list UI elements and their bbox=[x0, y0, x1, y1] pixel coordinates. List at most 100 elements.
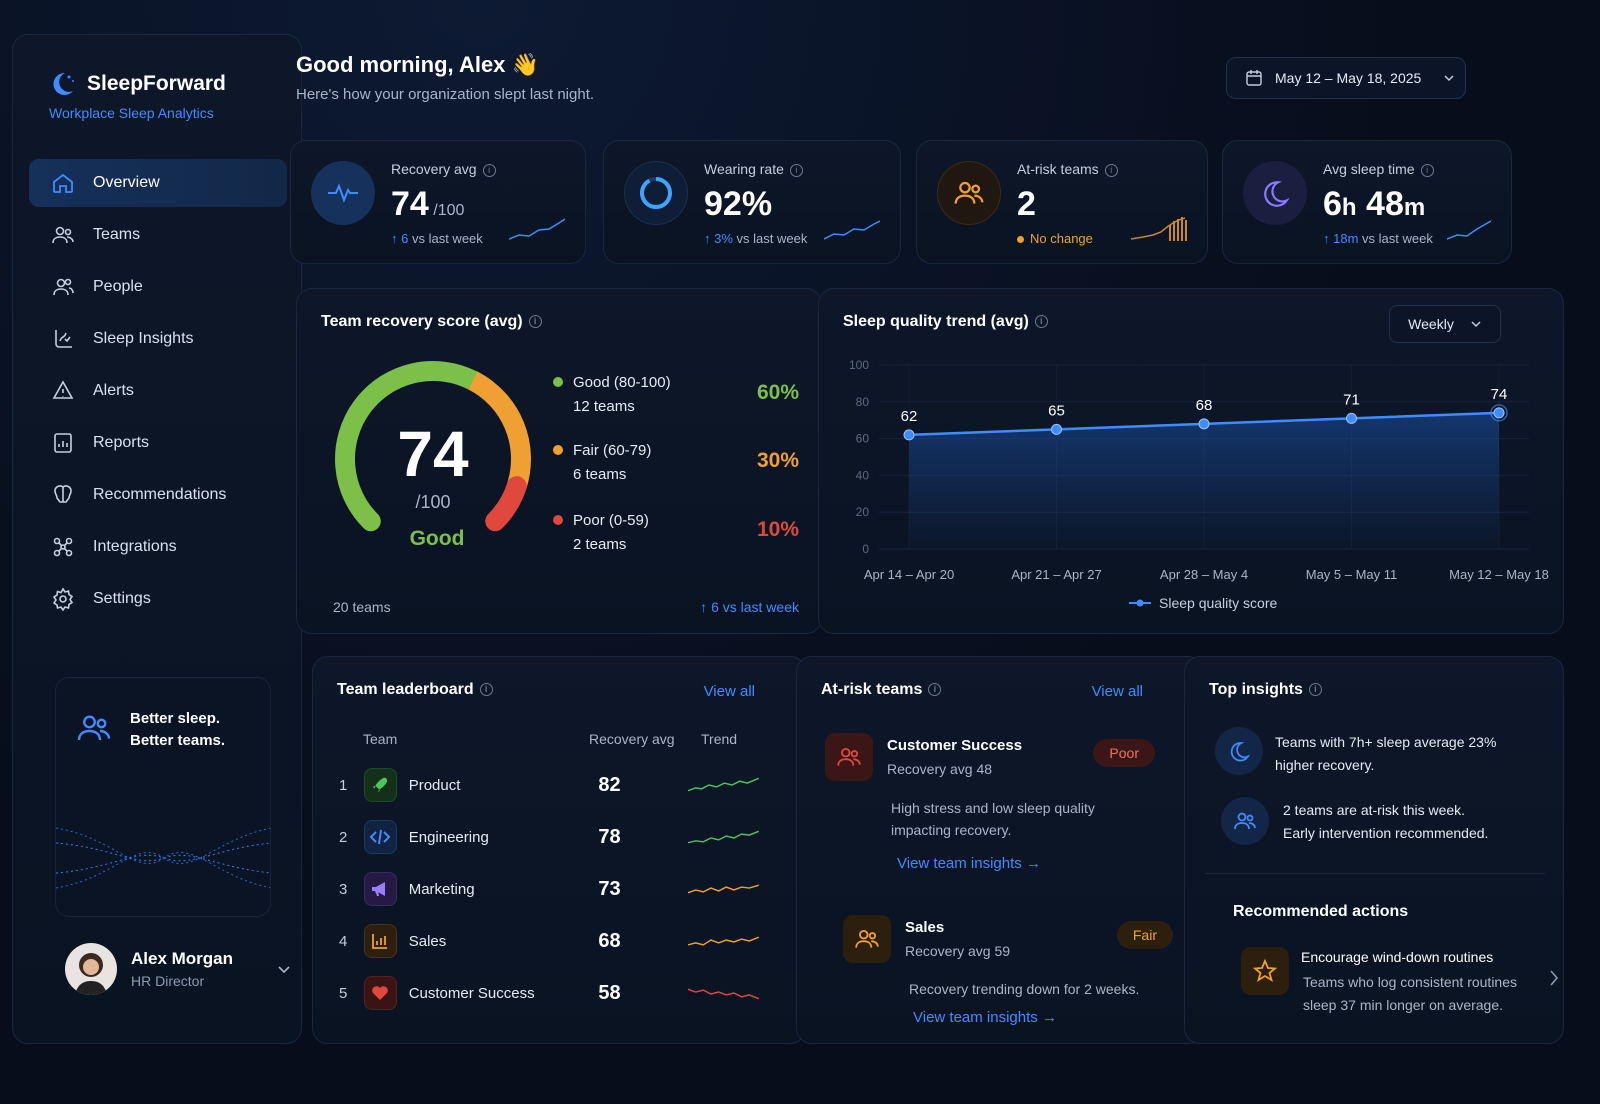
app-tagline: Workplace Sleep Analytics bbox=[49, 105, 214, 121]
rank: 5 bbox=[339, 984, 348, 1002]
nav-label: Settings bbox=[93, 590, 151, 607]
y-tick-label: 0 bbox=[862, 542, 869, 556]
y-tick-label: 60 bbox=[856, 432, 870, 446]
risk-description: Recovery trending down for 2 weeks. bbox=[909, 981, 1140, 997]
kpi-wearing-card: Wearing rate i 92% ↑ 3% vs last week bbox=[603, 140, 901, 264]
legend-teams: 2 teams bbox=[573, 536, 627, 553]
col-team: Team bbox=[363, 731, 398, 747]
team-icon-wrap bbox=[364, 872, 397, 906]
poor-dot bbox=[553, 515, 563, 525]
data-point bbox=[903, 429, 915, 441]
logo[interactable]: SleepForward bbox=[47, 69, 226, 99]
nav-item-settings[interactable]: Settings bbox=[29, 575, 287, 623]
nav-item-reports[interactable]: Reports bbox=[29, 419, 287, 467]
wave-graphic bbox=[56, 827, 270, 889]
leaderboard-row[interactable]: 4 Sales 68 bbox=[339, 921, 759, 961]
kpi-recovery-card: Recovery avg i 74 /100 ↑ 6 vs last week bbox=[290, 140, 586, 264]
info-icon[interactable]: i bbox=[1308, 683, 1322, 697]
info-icon[interactable]: i bbox=[482, 163, 496, 177]
legend-good: Good (80-100) 12 teams bbox=[553, 371, 671, 419]
sidebar: SleepForward Workplace Sleep Analytics O… bbox=[12, 34, 302, 1044]
rocket-icon bbox=[373, 777, 388, 793]
col-recovery: Recovery avg bbox=[589, 731, 675, 747]
rank: 1 bbox=[339, 776, 348, 794]
legend-poor: Poor (0-59) 2 teams bbox=[553, 509, 649, 557]
leaderboard-row[interactable]: 3 Marketing 73 bbox=[339, 869, 759, 909]
risk-badge-poor: Poor bbox=[1093, 739, 1155, 767]
risk-item: Sales Recovery avg 59 Fair Recovery tren… bbox=[843, 915, 1173, 1035]
action-line2: sleep 37 min longer on average. bbox=[1303, 997, 1504, 1013]
kpi-label: At-risk teams i bbox=[1017, 161, 1118, 177]
action-title: Encourage wind-down routines bbox=[1301, 949, 1494, 965]
legend-teams: 12 teams bbox=[573, 398, 635, 415]
card-title: At-risk teams i bbox=[821, 681, 942, 699]
arrow-up-icon: ↑ bbox=[700, 599, 712, 615]
info-icon[interactable]: i bbox=[528, 315, 542, 329]
legend-good-pct: 60% bbox=[756, 381, 799, 404]
people-icon bbox=[53, 278, 74, 296]
leaderboard-view-all[interactable]: View all bbox=[703, 683, 755, 700]
date-range-picker[interactable]: May 12 – May 18, 2025 bbox=[1226, 57, 1466, 99]
leaderboard-row[interactable]: 5 Customer Success 58 bbox=[339, 973, 759, 1013]
kpi-delta-text: vs last week bbox=[732, 231, 808, 246]
chevron-down-icon[interactable] bbox=[277, 962, 291, 976]
home-icon bbox=[53, 173, 73, 193]
x-tick-label: Apr 28 – May 4 bbox=[1160, 567, 1248, 582]
info-icon[interactable]: i bbox=[928, 683, 942, 697]
insight-text: Teams with 7h+ sleep average 23% higher r… bbox=[1275, 731, 1496, 777]
info-icon[interactable]: i bbox=[1034, 315, 1048, 329]
legend-teams: 6 teams bbox=[573, 466, 627, 483]
info-icon[interactable]: i bbox=[1104, 163, 1118, 177]
info-icon[interactable]: i bbox=[1420, 163, 1434, 177]
insight-text: 2 teams are at-risk this week. Early inte… bbox=[1283, 799, 1488, 845]
nav-item-overview[interactable]: Overview bbox=[29, 159, 287, 207]
gauge-out-of: /100 bbox=[415, 492, 451, 512]
trend-sparkline-up bbox=[688, 830, 759, 844]
kpi-delta: ↑ 6 vs last week bbox=[391, 231, 483, 246]
team-icon-wrap bbox=[364, 976, 397, 1010]
kpi-atrisk-card: At-risk teams i 2 No change bbox=[916, 140, 1208, 264]
leaderboard-row[interactable]: 2 Engineering 78 bbox=[339, 817, 759, 857]
view-team-insights-link[interactable]: View team insights → bbox=[897, 855, 1041, 872]
moon-icon bbox=[1230, 742, 1251, 762]
nav-item-people[interactable]: People bbox=[29, 263, 287, 311]
team-name: Sales bbox=[408, 932, 447, 950]
team-name: Engineering bbox=[408, 828, 489, 846]
risk-recovery: Recovery avg 59 bbox=[905, 943, 1011, 959]
recovery-delta: ↑ 6 vs last week bbox=[700, 599, 799, 615]
leaderboard-row[interactable]: 1 Product 82 bbox=[339, 765, 759, 805]
nav-item-alerts[interactable]: Alerts bbox=[29, 367, 287, 415]
risk-desc-line2: impacting recovery. bbox=[891, 822, 1012, 838]
recovery-value: 58 bbox=[598, 981, 621, 1004]
nav-item-sleep-insights[interactable]: Sleep Insights bbox=[29, 315, 287, 363]
period-select[interactable]: Weekly bbox=[1389, 305, 1501, 343]
kpi-delta: ↑ 3% vs last week bbox=[704, 231, 807, 246]
megaphone-icon bbox=[372, 882, 386, 896]
kpi-sleeptime-card: Avg sleep time i 6h 48m ↑ 18m vs last wee… bbox=[1222, 140, 1512, 264]
team-name: Marketing bbox=[408, 880, 475, 898]
chevron-right-icon[interactable] bbox=[1549, 969, 1559, 987]
insight-line1: Teams with 7h+ sleep average 23% bbox=[1275, 734, 1497, 750]
rank: 4 bbox=[339, 932, 348, 950]
info-icon[interactable]: i bbox=[479, 683, 493, 697]
recovery-value: 78 bbox=[598, 825, 621, 848]
data-point bbox=[1493, 407, 1505, 419]
insight-icon-wrap bbox=[1215, 727, 1263, 775]
app-name: SleepForward bbox=[87, 72, 226, 95]
period-label: Weekly bbox=[1408, 316, 1454, 332]
nav-label: Integrations bbox=[93, 538, 177, 555]
view-team-insights-link[interactable]: View team insights → bbox=[913, 1009, 1057, 1026]
star-icon bbox=[1253, 959, 1277, 982]
nav-item-integrations[interactable]: Integrations bbox=[29, 523, 287, 571]
kpi-value: 2 bbox=[1017, 185, 1036, 223]
legend-label: Poor (0-59) bbox=[573, 512, 649, 529]
gauge-good-arc bbox=[335, 361, 483, 532]
atrisk-view-all[interactable]: View all bbox=[1091, 683, 1143, 700]
gauge-poor-arc bbox=[485, 476, 527, 532]
info-icon[interactable]: i bbox=[789, 163, 803, 177]
code-icon bbox=[370, 829, 391, 845]
nav-item-teams[interactable]: Teams bbox=[29, 211, 287, 259]
nav-item-recommendations[interactable]: Recommendations bbox=[29, 471, 287, 519]
card-title: Top insights i bbox=[1209, 681, 1322, 699]
user-profile[interactable]: Alex Morgan HR Director bbox=[65, 943, 291, 995]
